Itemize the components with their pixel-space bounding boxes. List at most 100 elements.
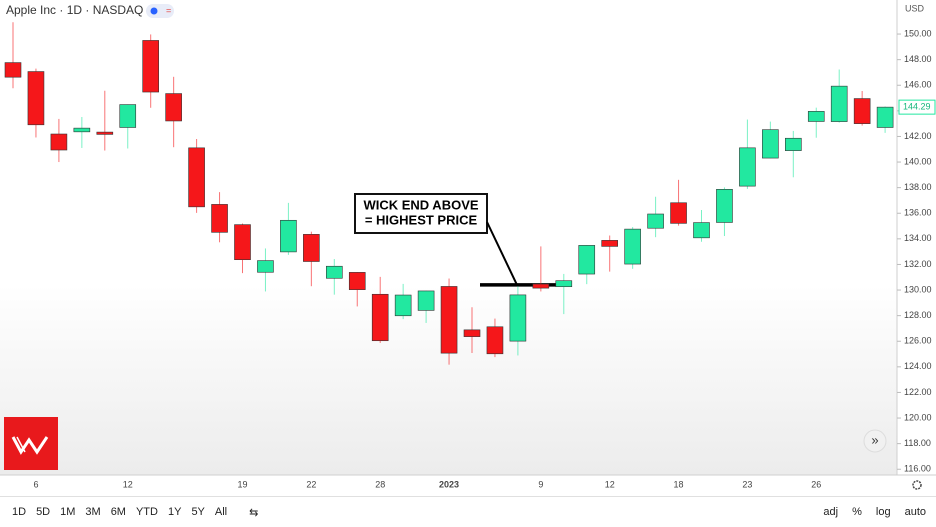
candle-body xyxy=(647,213,664,229)
toolbar-button[interactable]: 1D xyxy=(12,506,27,518)
y-tick-label: 148.00 xyxy=(904,54,932,64)
toolbar-button[interactable]: 6M xyxy=(110,506,126,518)
candle-body xyxy=(440,286,458,354)
candle-body xyxy=(234,224,251,261)
toolbar-button[interactable]: adj xyxy=(823,506,839,518)
candle-body xyxy=(532,283,550,289)
x-tick-label: 23 xyxy=(742,479,752,489)
candle-body xyxy=(394,294,412,317)
toolbar: 1D 5D 1M 3M 6M YTD 1Y 5Y All ⇆ adj% log auto xyxy=(0,496,936,527)
candle-body xyxy=(27,71,45,126)
candle-body xyxy=(165,93,182,122)
x-tick-label: 22 xyxy=(306,479,316,489)
candle-body xyxy=(50,133,68,151)
y-tick-label: 120.00 xyxy=(904,412,932,422)
x-tick-label: 19 xyxy=(237,479,247,489)
toolbar-button[interactable]: % xyxy=(852,506,862,518)
toolbar-button[interactable]: auto xyxy=(904,506,926,518)
candle-body xyxy=(670,202,687,224)
x-tick-label: 12 xyxy=(123,479,133,489)
toolbar-button[interactable]: log xyxy=(875,506,891,518)
candle-body xyxy=(807,111,825,122)
x-tick-label: 9 xyxy=(538,479,543,489)
y-tick-label: 146.00 xyxy=(904,80,932,90)
candle-body xyxy=(853,98,871,124)
y-tick-label: 126.00 xyxy=(904,336,932,346)
x-tick-label: 12 xyxy=(605,479,615,489)
candle-body xyxy=(73,127,91,133)
y-tick-label: 140.00 xyxy=(904,156,932,166)
candle-body xyxy=(280,219,297,253)
annotation-text: WICK END ABOVE xyxy=(363,197,478,212)
candle-body xyxy=(257,260,274,273)
compare-button[interactable]: ⇆ xyxy=(249,506,259,519)
candle-body xyxy=(716,189,733,223)
x-tick-label: 2023 xyxy=(439,479,459,489)
chart-title: Apple Inc · 1D · NASDAQ xyxy=(6,3,143,17)
candle-body xyxy=(601,240,619,247)
range-buttons: 1D 5D 1M 3M 6M YTD 1Y 5Y All xyxy=(0,506,231,518)
toolbar-button[interactable]: 5D xyxy=(36,506,51,518)
candle-body xyxy=(509,294,527,342)
candle-body xyxy=(784,137,802,151)
y-tick-label: 142.00 xyxy=(904,131,932,141)
x-tick-label: 26 xyxy=(811,479,821,489)
toolbar-button[interactable]: 5Y xyxy=(191,506,205,518)
candle-body xyxy=(876,106,894,128)
y-tick-label: 132.00 xyxy=(904,259,932,269)
candle-body xyxy=(96,131,114,135)
last-price-label: 144.29 xyxy=(903,102,931,112)
candle-body xyxy=(417,290,435,311)
y-tick-label: 138.00 xyxy=(904,182,932,192)
y-tick-label: 134.00 xyxy=(904,233,932,243)
status-pill xyxy=(146,4,174,18)
y-tick-label: 136.00 xyxy=(904,208,932,218)
y-tick-label: 116.00 xyxy=(904,464,931,474)
toolbar-button[interactable]: YTD xyxy=(135,506,158,518)
y-tick-label: 130.00 xyxy=(904,284,932,294)
candle-body xyxy=(348,272,366,290)
scale-options: adj% log auto xyxy=(819,506,936,518)
y-tick-label: 118.00 xyxy=(904,438,931,448)
scroll-button[interactable]: » xyxy=(863,429,887,453)
toolbar-button[interactable]: All xyxy=(214,506,228,518)
candle-body xyxy=(211,204,228,233)
candle-body xyxy=(325,265,343,279)
candle-body xyxy=(578,245,596,275)
toolbar-button[interactable]: 1M xyxy=(60,506,76,518)
candle-body xyxy=(303,234,320,262)
toolbar-button[interactable]: 3M xyxy=(85,506,101,518)
y-tick-label: 124.00 xyxy=(904,361,932,371)
logo xyxy=(4,417,58,470)
x-tick-label: 18 xyxy=(674,479,684,489)
candle-body xyxy=(830,85,848,122)
candle-body xyxy=(555,280,573,288)
candle-body xyxy=(142,40,159,93)
svg-text:»: » xyxy=(871,432,878,447)
annotation-text: = HIGHEST PRICE xyxy=(365,212,478,227)
annotation-pointer xyxy=(486,221,518,286)
y-tick-label: 128.00 xyxy=(904,310,932,320)
x-tick-label: 6 xyxy=(33,479,38,489)
candle-body xyxy=(188,147,205,208)
x-tick-label: 28 xyxy=(375,479,385,489)
candle-body xyxy=(739,147,756,187)
settings-button[interactable] xyxy=(912,480,922,490)
candle-body xyxy=(486,326,504,355)
y-tick-label: 122.00 xyxy=(904,387,932,397)
y-tick-label: 150.00 xyxy=(904,28,932,38)
candle-body xyxy=(624,228,641,265)
currency: USD xyxy=(905,3,925,13)
toolbar-button[interactable]: 1Y xyxy=(167,506,182,518)
last-price-box xyxy=(898,99,936,115)
candle-body xyxy=(762,129,779,159)
candle-body xyxy=(463,329,481,337)
candle-body xyxy=(119,104,137,128)
candle-body xyxy=(371,293,389,342)
status-icon: = xyxy=(166,5,171,15)
status-icon xyxy=(150,7,158,15)
chart: Apple Inc · 1D · NASDAQ = USD » WICK END… xyxy=(0,0,936,490)
candle-body xyxy=(4,62,22,78)
candle-body xyxy=(693,222,710,239)
